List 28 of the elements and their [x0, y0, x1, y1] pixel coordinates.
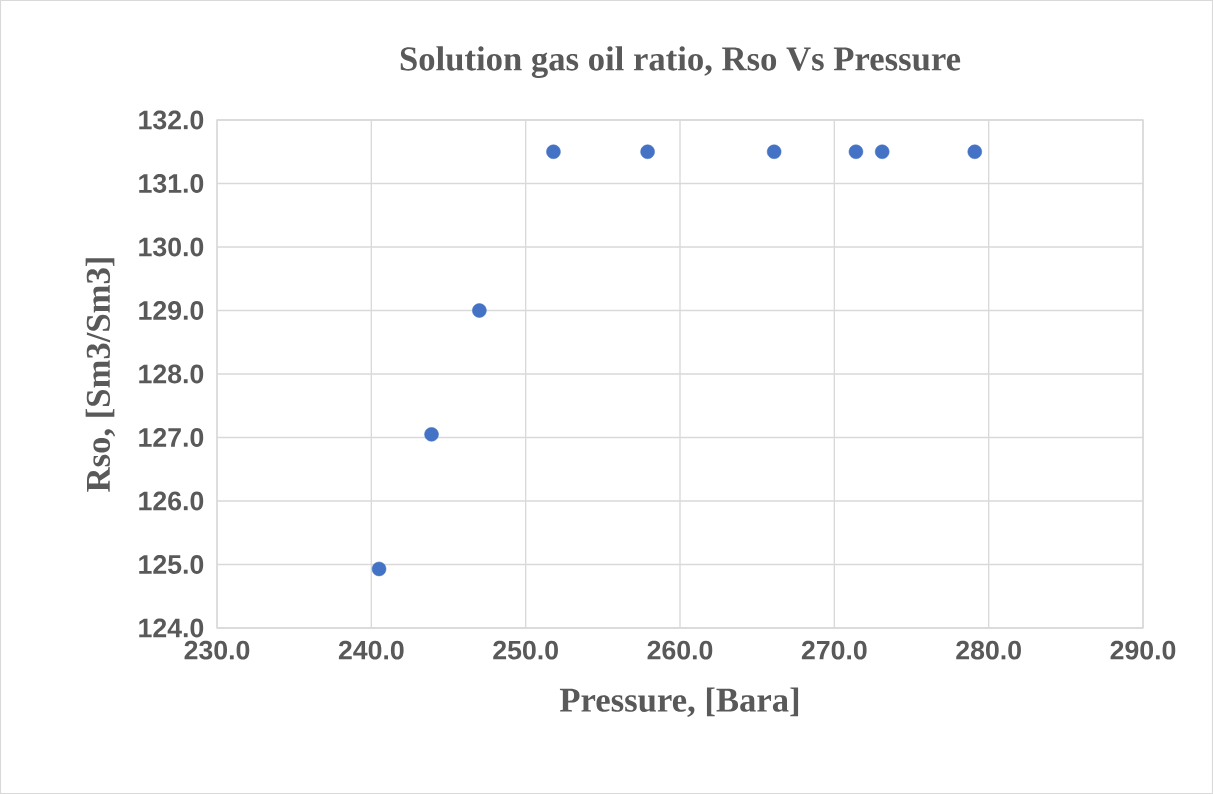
y-tick-label: 127.0	[139, 428, 204, 447]
y-axis-title: Rso, [Sm3/Sm3]	[85, 258, 116, 492]
y-tick-label: 128.0	[139, 364, 204, 384]
y-tick-label: 124.0	[139, 618, 204, 638]
x-axis-title: Pressure, [Bara]	[559, 687, 799, 717]
x-tick-label: 280.0	[956, 640, 1021, 660]
point	[546, 144, 561, 159]
y-tick-label: 126.0	[139, 491, 204, 511]
point	[640, 144, 655, 159]
point	[766, 144, 782, 159]
point	[472, 303, 487, 318]
chart-title: Solution gas oil ratio, Rso Vs Pressure	[400, 46, 961, 78]
y-tick-label: 129.0	[139, 301, 204, 320]
point	[874, 144, 890, 159]
point	[424, 427, 439, 442]
y-tick-label: 132.0	[139, 110, 204, 130]
x-tick-label: 260.0	[647, 640, 713, 660]
x-tick-label: 290.0	[1110, 640, 1176, 660]
point	[967, 144, 982, 159]
point	[371, 561, 387, 577]
y-tick-label: 131.0	[139, 174, 204, 193]
x-tick-label: 270.0	[801, 640, 867, 660]
x-tick-label: 250.0	[493, 640, 558, 660]
x-tick-label: 240.0	[338, 640, 404, 660]
y-tick-label: 125.0	[139, 555, 204, 574]
point	[848, 144, 864, 159]
x-tick-label: 230.0	[184, 640, 250, 660]
y-tick-label: 130.0	[139, 237, 204, 257]
